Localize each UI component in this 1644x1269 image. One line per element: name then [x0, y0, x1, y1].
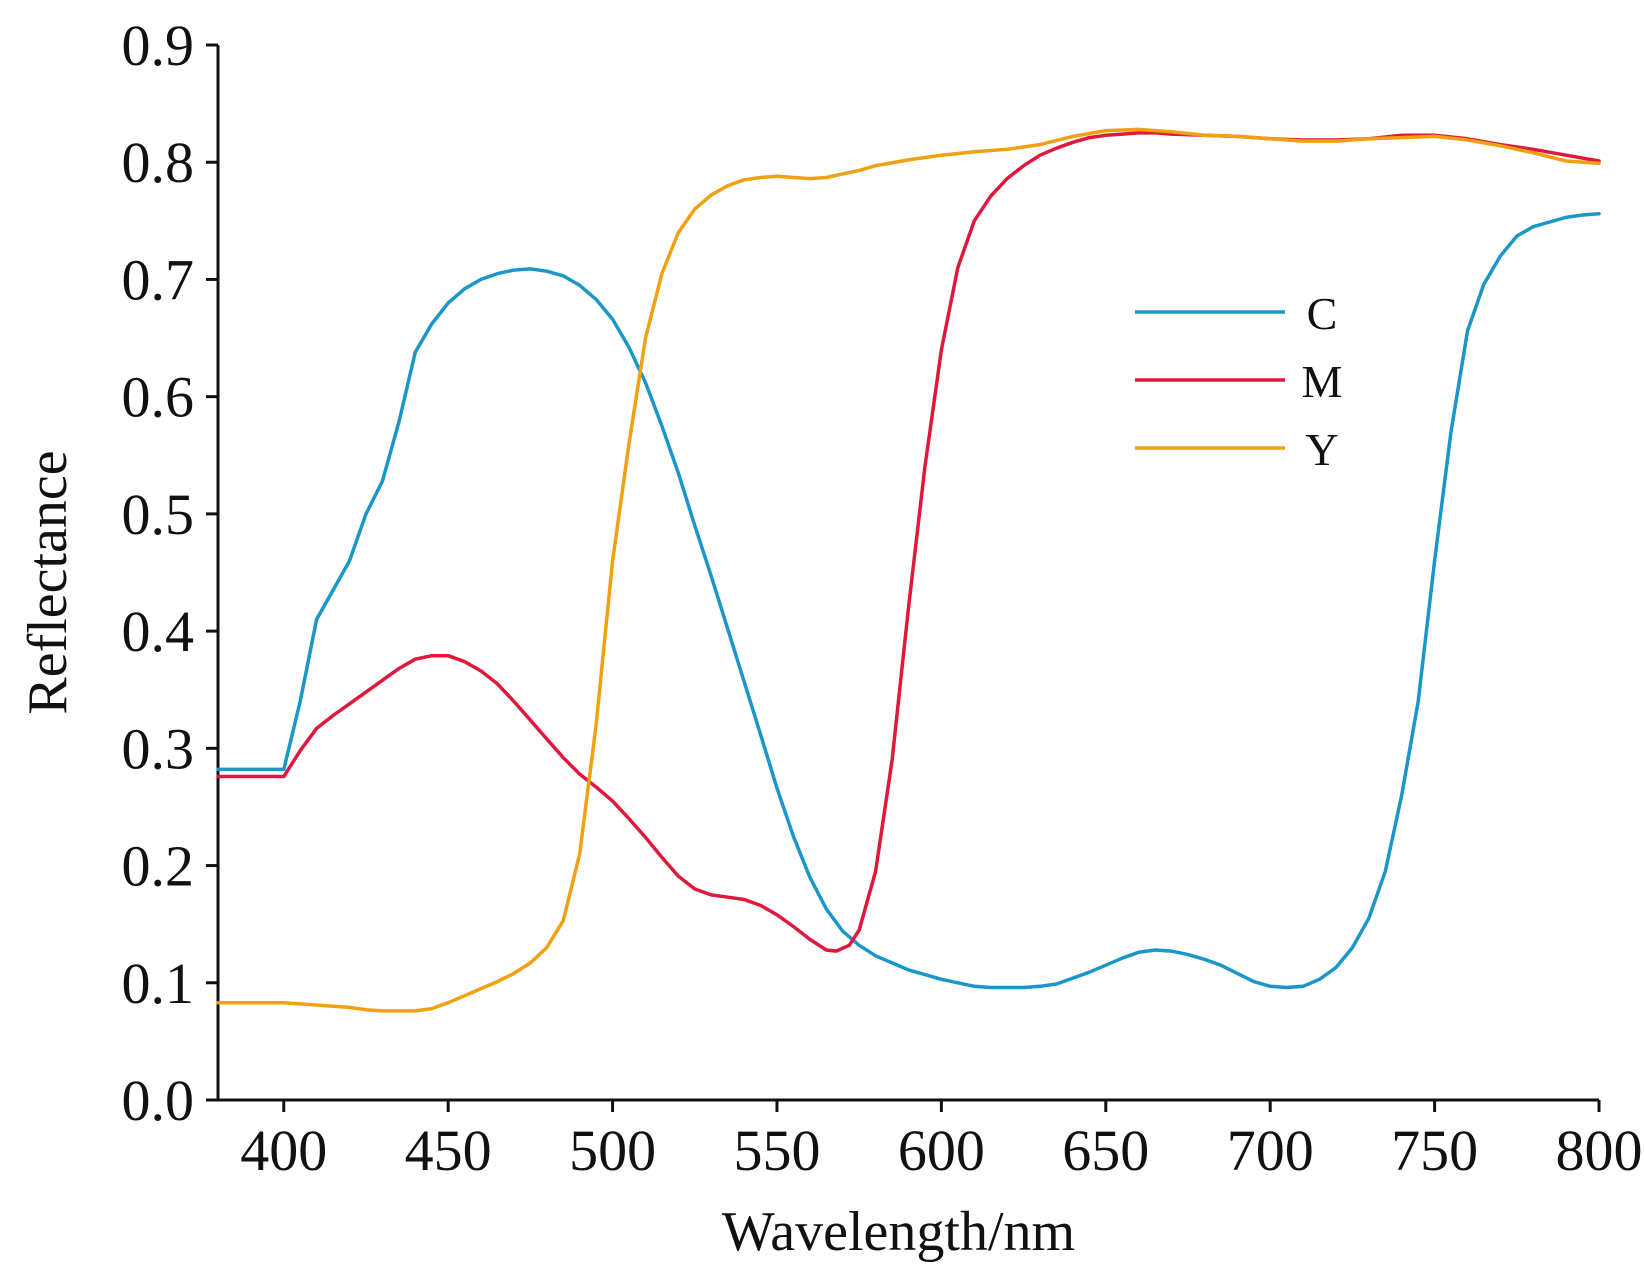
x-tick-label: 550	[733, 1118, 820, 1183]
y-tick-label: 0.8	[122, 130, 195, 195]
legend-label-y: Y	[1305, 424, 1338, 475]
x-tick-label: 700	[1227, 1118, 1314, 1183]
legend-label-m: M	[1302, 356, 1343, 407]
x-tick-label: 400	[240, 1118, 327, 1183]
ticks: 0.0 0.1 0.2 0.3 0.4 0.5 0.6 0.7 0.8 0.9 400 450 500 5…	[122, 13, 1643, 1183]
x-tick-label: 500	[569, 1118, 656, 1183]
x-tick-label: 450	[405, 1118, 492, 1183]
x-tick-label: 600	[898, 1118, 985, 1183]
axes	[216, 45, 1599, 1102]
y-tick-label: 0.3	[122, 716, 195, 781]
x-tick-label: 800	[1556, 1118, 1643, 1183]
y-tick-label: 0.0	[122, 1068, 195, 1133]
x-tick-label: 650	[1062, 1118, 1149, 1183]
series-line-m	[216, 131, 1601, 953]
x-tick-label: 750	[1391, 1118, 1478, 1183]
y-tick-label: 0.5	[122, 482, 195, 547]
y-tick-label: 0.7	[122, 247, 195, 312]
legend: CMY	[1135, 288, 1342, 475]
y-tick-label: 0.1	[122, 951, 195, 1016]
y-axis-title: Reflectance	[17, 450, 79, 714]
y-tick-label: 0.9	[122, 13, 195, 78]
series-line-y	[216, 127, 1601, 1013]
legend-label-c: C	[1307, 288, 1338, 339]
y-tick-label: 0.2	[122, 834, 195, 899]
series-line-c	[216, 212, 1601, 990]
y-tick-label: 0.4	[122, 599, 195, 664]
series-lines	[216, 127, 1601, 1013]
y-tick-label: 0.6	[122, 365, 195, 430]
x-axis-title: Wavelength/nm	[722, 1201, 1075, 1263]
